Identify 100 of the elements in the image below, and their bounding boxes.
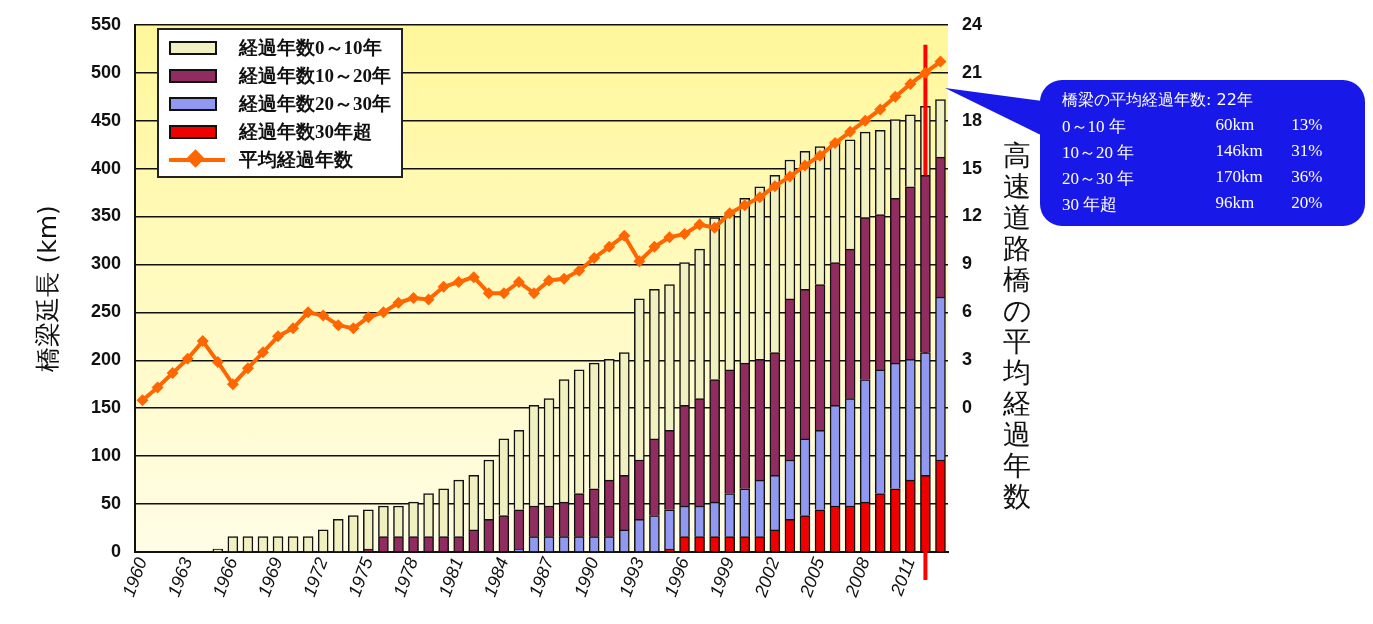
text: 高速道路橋の平均経過年数 <box>1002 139 1032 513</box>
point <box>859 114 872 127</box>
y-tick-label: 400 <box>90 157 121 178</box>
x-tick-label: 1966 <box>208 554 242 600</box>
text: 96km <box>1215 193 1256 214</box>
point <box>317 309 330 322</box>
text: 146km <box>1215 141 1264 162</box>
y2-tick-label: 0 <box>962 397 973 418</box>
legend-label: 平均経過年数 <box>239 147 353 172</box>
point <box>467 271 480 284</box>
point <box>151 381 164 394</box>
point <box>603 240 616 253</box>
point <box>196 335 209 348</box>
point <box>904 77 917 90</box>
text: 30 年超 <box>1062 194 1119 216</box>
text: 20～30 年 <box>1062 168 1136 190</box>
x-tick-label: 1972 <box>299 554 332 600</box>
x-tick-label: 2005 <box>795 554 829 601</box>
text: 20% <box>1291 193 1324 214</box>
text: 36% <box>1291 167 1324 188</box>
y2-tick-label: 18 <box>962 109 983 130</box>
legend-label: 経過年数20～30年 <box>239 91 391 116</box>
y2-tick-label: 9 <box>962 253 973 274</box>
point <box>738 199 751 212</box>
text: 0～10 年 <box>1062 116 1127 138</box>
text: 13% <box>1291 115 1324 136</box>
text: 60km <box>1215 115 1256 136</box>
point <box>241 362 254 375</box>
y-tick-label: 550 <box>90 13 121 34</box>
point <box>814 149 827 162</box>
point <box>347 322 360 335</box>
x-tick-label: 1984 <box>479 554 513 600</box>
point <box>482 287 495 300</box>
point <box>723 207 736 220</box>
x-tick-label: 1987 <box>524 554 558 600</box>
legend-label: 経過年数0～10年 <box>239 35 382 60</box>
point <box>874 103 887 116</box>
x-tick-label: 1981 <box>434 554 468 600</box>
y2-tick-label: 6 <box>962 301 973 322</box>
point <box>452 276 465 289</box>
y-tick-label: 150 <box>90 397 121 418</box>
point <box>136 394 149 407</box>
y2-tick-label: 24 <box>962 13 983 34</box>
y2-tick-label: 12 <box>962 205 983 226</box>
point <box>226 378 239 391</box>
point <box>181 352 194 365</box>
y2-tick-label: 3 <box>962 349 973 370</box>
x-tick-label: 1996 <box>660 554 694 600</box>
y-tick-label: 500 <box>90 61 121 82</box>
text: 橋梁の平均経過年数: 22年 <box>1062 90 1254 111</box>
point <box>407 291 420 304</box>
point <box>919 66 932 79</box>
point <box>512 276 525 289</box>
point <box>287 322 300 335</box>
x-tick-label: 1969 <box>253 554 287 600</box>
x-tick-label: 1999 <box>705 554 739 600</box>
y-axis-title: 橋梁延長 (km) <box>32 205 62 372</box>
point <box>437 280 450 293</box>
point <box>693 218 706 231</box>
legend-label: 経過年数30年超 <box>239 119 372 144</box>
point <box>783 170 796 183</box>
point <box>558 272 571 285</box>
y-tick-label: 300 <box>90 253 121 274</box>
x-tick-label: 2008 <box>840 554 874 601</box>
y-tick-label: 450 <box>90 109 121 130</box>
legend-label: 経過年数10～20年 <box>239 63 391 88</box>
y2-tick-label: 15 <box>962 157 983 178</box>
point <box>753 191 766 204</box>
point <box>588 252 601 265</box>
point <box>798 159 811 172</box>
point <box>332 319 345 332</box>
point <box>768 180 781 193</box>
y2-tick-label: 21 <box>962 61 983 82</box>
point <box>573 264 586 277</box>
point <box>527 287 540 300</box>
point <box>648 240 661 253</box>
point <box>934 55 947 68</box>
point <box>272 330 285 343</box>
text: 10～20 年 <box>1062 142 1136 164</box>
y-tick-label: 350 <box>90 205 121 226</box>
point <box>302 306 315 319</box>
x-tick-label: 1963 <box>163 554 197 600</box>
text: 31% <box>1291 141 1324 162</box>
x-tick-label: 1990 <box>570 554 603 600</box>
point <box>663 231 676 244</box>
point <box>256 346 269 359</box>
y-tick-label: 200 <box>90 349 121 370</box>
point <box>708 221 721 234</box>
point <box>678 228 691 241</box>
y-tick-label: 250 <box>90 301 121 322</box>
y-tick-label: 0 <box>110 540 121 561</box>
point <box>362 311 375 324</box>
x-tick-label: 1993 <box>615 554 648 600</box>
point <box>844 125 857 138</box>
x-tick-label: 1975 <box>344 554 378 600</box>
point <box>211 355 224 368</box>
y-tick-label: 50 <box>100 493 121 514</box>
point <box>633 255 646 268</box>
point <box>166 367 179 380</box>
text: 170km <box>1215 167 1264 188</box>
